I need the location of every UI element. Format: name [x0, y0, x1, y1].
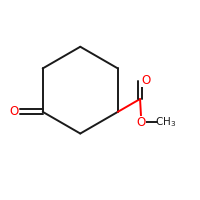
Text: O: O [136, 116, 146, 129]
Text: CH$_3$: CH$_3$ [155, 115, 176, 129]
Text: O: O [141, 74, 150, 87]
Text: O: O [10, 105, 19, 118]
